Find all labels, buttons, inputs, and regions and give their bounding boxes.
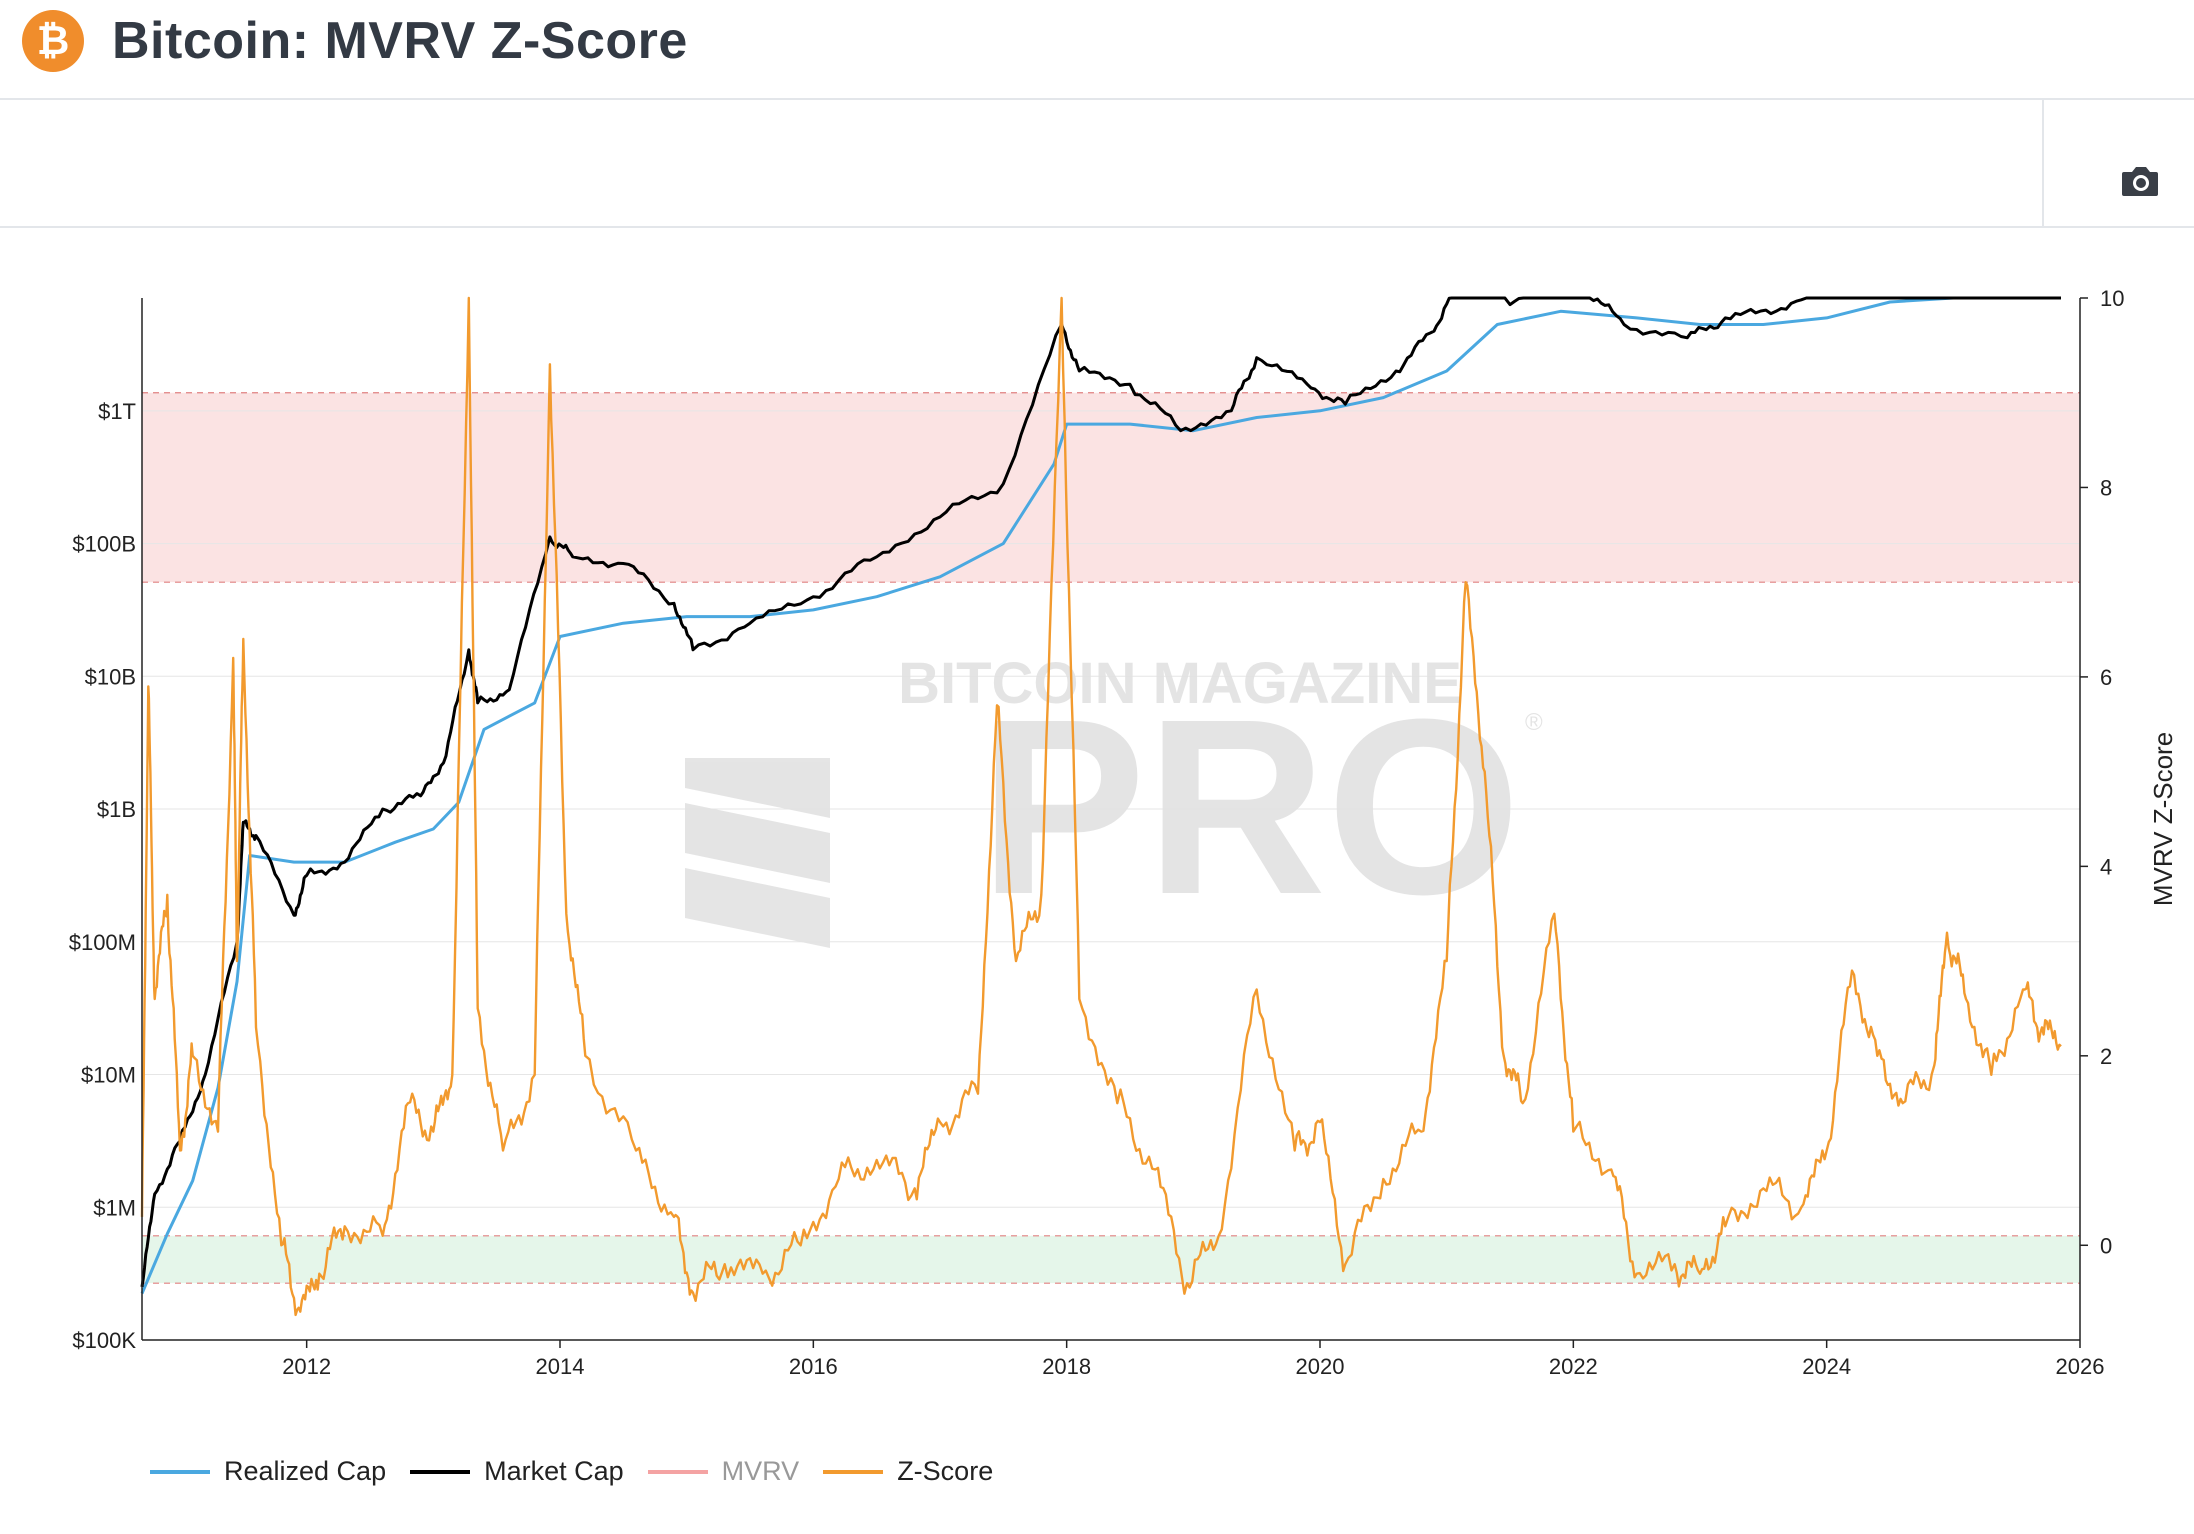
page-title: Bitcoin: MVRV Z-Score (112, 12, 688, 70)
legend-item-mvrv[interactable]: MVRV (647, 1456, 800, 1487)
watermark: BITCOIN MAGAZINE PRO ® (685, 651, 1543, 948)
chart-legend: Realized Cap Market Cap MVRV Z-Score (150, 1456, 993, 1487)
x-tick-label: 2022 (1549, 1354, 1598, 1379)
left-tick-label: $100K (72, 1328, 136, 1353)
legend-item-z-score[interactable]: Z-Score (823, 1456, 993, 1487)
band-undervalued (142, 1235, 2080, 1284)
x-tick-label: 2024 (1802, 1354, 1851, 1379)
toolbar-divider (2042, 100, 2044, 226)
left-tick-label: $1T (98, 399, 136, 424)
mvrv-chart: BITCOIN MAGAZINE PRO ® $100K $1M $10M $100M… (69, 286, 2178, 1379)
right-tick-label: 6 (2100, 665, 2112, 690)
legend-item-realized-cap[interactable]: Realized Cap (150, 1456, 386, 1487)
axes: $100K $1M $10M $100M $1B $10B $100B $1T 2012 2014… (69, 286, 2178, 1379)
right-tick-label: 10 (2100, 286, 2124, 311)
series-z-score (140, 296, 2062, 1317)
left-tick-label: $10B (85, 664, 136, 689)
x-tick-label: 2012 (282, 1354, 331, 1379)
legend-swatch (410, 1469, 471, 1474)
legend-label: Z-Score (897, 1456, 994, 1486)
left-tick-label: $100M (69, 930, 136, 955)
series-lines (140, 296, 2062, 1317)
left-tick-label: $1M (93, 1195, 136, 1220)
legend-label: Realized Cap (224, 1456, 387, 1486)
watermark-line2: PRO (979, 667, 1521, 946)
watermark-logo (685, 758, 830, 948)
left-tick-label: $1B (97, 797, 136, 822)
x-tick-label: 2014 (536, 1354, 585, 1379)
legend-item-market-cap[interactable]: Market Cap (410, 1456, 624, 1487)
right-tick-label: 4 (2100, 854, 2112, 879)
left-tick-label: $100B (72, 532, 136, 557)
legend-label: MVRV (721, 1456, 800, 1486)
left-tick-label: $10M (81, 1063, 136, 1088)
x-tick-label: 2020 (1296, 1354, 1345, 1379)
watermark-line1: BITCOIN MAGAZINE (898, 651, 1462, 716)
chart-toolbar (0, 100, 2194, 228)
series-market-cap (140, 296, 2061, 1288)
legend-label: Market Cap (484, 1456, 624, 1486)
page-header: ₿ Bitcoin: MVRV Z-Score (0, 0, 2194, 100)
legend-swatch (647, 1469, 708, 1474)
x-tick-label: 2018 (1042, 1354, 1091, 1379)
camera-icon[interactable] (2120, 164, 2160, 198)
watermark-registered: ® (1525, 709, 1543, 736)
bitcoin-icon: ₿ (22, 10, 84, 72)
right-tick-label: 0 (2100, 1233, 2112, 1258)
right-axis-title: MVRV Z-Score (2148, 732, 2178, 906)
series-realized-cap (140, 296, 2061, 1295)
x-tick-label: 2016 (789, 1354, 838, 1379)
x-tick-label: 2026 (2056, 1354, 2105, 1379)
right-tick-label: 2 (2100, 1044, 2112, 1069)
legend-swatch (823, 1469, 884, 1474)
legend-swatch (150, 1469, 210, 1474)
right-tick-label: 8 (2100, 475, 2112, 500)
band-overvalued (142, 392, 2080, 583)
